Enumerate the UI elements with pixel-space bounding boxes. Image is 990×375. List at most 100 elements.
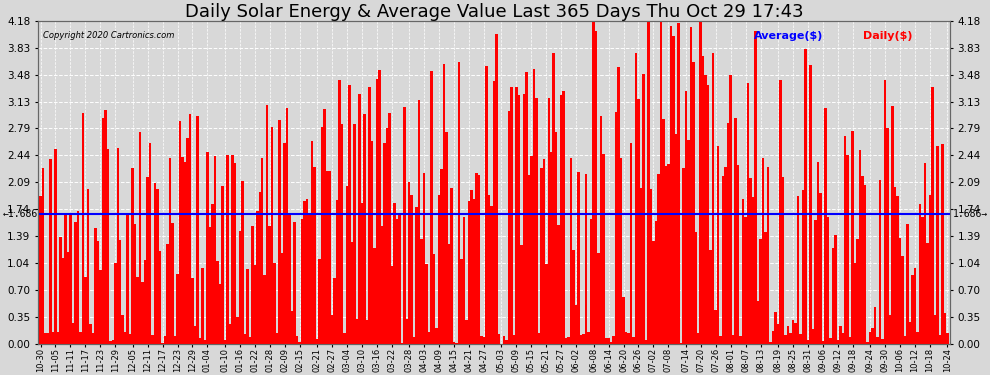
Bar bbox=[809, 65, 812, 344]
Bar bbox=[859, 150, 861, 344]
Bar bbox=[909, 322, 911, 344]
Bar bbox=[495, 34, 498, 344]
Bar bbox=[687, 140, 689, 344]
Bar bbox=[438, 195, 441, 344]
Bar bbox=[764, 231, 767, 344]
Bar bbox=[51, 332, 54, 344]
Bar bbox=[570, 158, 572, 344]
Bar bbox=[355, 319, 358, 344]
Bar bbox=[443, 63, 446, 344]
Bar bbox=[767, 167, 769, 344]
Bar bbox=[789, 333, 792, 344]
Bar bbox=[97, 241, 99, 344]
Bar bbox=[829, 338, 832, 344]
Bar bbox=[266, 105, 268, 344]
Bar bbox=[876, 338, 879, 344]
Bar bbox=[638, 99, 640, 344]
Bar bbox=[552, 53, 555, 344]
Bar bbox=[927, 243, 929, 344]
Bar bbox=[774, 312, 777, 344]
Bar bbox=[607, 338, 610, 344]
Bar bbox=[393, 204, 396, 344]
Bar bbox=[784, 335, 787, 344]
Bar bbox=[132, 168, 134, 344]
Bar bbox=[577, 172, 580, 344]
Bar bbox=[538, 333, 540, 344]
Bar bbox=[144, 260, 147, 344]
Bar bbox=[503, 336, 505, 344]
Bar bbox=[628, 333, 630, 344]
Bar bbox=[137, 277, 139, 344]
Bar bbox=[45, 333, 47, 344]
Bar bbox=[256, 211, 258, 344]
Bar bbox=[817, 162, 819, 344]
Bar bbox=[221, 186, 224, 344]
Bar bbox=[749, 178, 751, 344]
Bar bbox=[523, 94, 525, 344]
Bar bbox=[717, 146, 720, 344]
Bar bbox=[251, 226, 253, 344]
Bar bbox=[697, 333, 700, 344]
Bar bbox=[465, 320, 468, 344]
Bar bbox=[331, 315, 334, 344]
Bar bbox=[428, 332, 431, 344]
Text: Average($): Average($) bbox=[753, 31, 824, 40]
Bar bbox=[540, 168, 543, 344]
Bar bbox=[720, 336, 722, 344]
Bar bbox=[600, 116, 602, 344]
Bar bbox=[864, 185, 866, 344]
Bar bbox=[278, 120, 281, 344]
Bar bbox=[411, 195, 413, 344]
Bar bbox=[567, 337, 570, 344]
Bar bbox=[129, 334, 132, 344]
Bar bbox=[777, 324, 779, 344]
Bar bbox=[84, 277, 86, 344]
Bar bbox=[657, 174, 659, 344]
Bar bbox=[812, 329, 814, 344]
Bar bbox=[346, 186, 348, 344]
Bar bbox=[664, 166, 667, 344]
Bar bbox=[102, 118, 104, 344]
Bar bbox=[350, 242, 353, 344]
Bar bbox=[520, 246, 523, 344]
Bar bbox=[242, 182, 244, 344]
Bar bbox=[163, 336, 166, 344]
Bar bbox=[886, 128, 889, 344]
Bar bbox=[460, 259, 462, 344]
Bar bbox=[794, 323, 797, 344]
Bar bbox=[406, 319, 408, 344]
Bar bbox=[418, 100, 421, 344]
Text: Daily($): Daily($) bbox=[863, 31, 913, 40]
Bar bbox=[166, 244, 169, 344]
Bar bbox=[383, 143, 385, 344]
Bar bbox=[104, 111, 107, 344]
Bar bbox=[849, 338, 851, 344]
Bar bbox=[715, 310, 717, 344]
Bar bbox=[756, 301, 759, 344]
Bar bbox=[239, 231, 242, 344]
Bar bbox=[722, 176, 725, 344]
Bar bbox=[846, 155, 849, 344]
Bar bbox=[587, 332, 590, 344]
Bar bbox=[625, 332, 628, 344]
Bar bbox=[555, 132, 557, 344]
Bar bbox=[510, 87, 513, 344]
Bar bbox=[271, 127, 273, 344]
Bar bbox=[530, 156, 533, 344]
Bar bbox=[224, 340, 226, 344]
Text: Copyright 2020 Cartronics.com: Copyright 2020 Cartronics.com bbox=[43, 31, 174, 40]
Bar bbox=[620, 158, 623, 344]
Bar bbox=[761, 158, 764, 344]
Bar bbox=[623, 297, 625, 344]
Bar bbox=[891, 106, 894, 344]
Bar bbox=[81, 112, 84, 344]
Bar bbox=[922, 217, 924, 344]
Bar bbox=[899, 238, 901, 344]
Bar bbox=[388, 113, 391, 344]
Bar bbox=[452, 342, 455, 344]
Bar bbox=[894, 187, 896, 344]
Bar bbox=[258, 192, 261, 344]
Bar bbox=[199, 338, 201, 344]
Bar bbox=[560, 95, 562, 344]
Bar bbox=[684, 92, 687, 344]
